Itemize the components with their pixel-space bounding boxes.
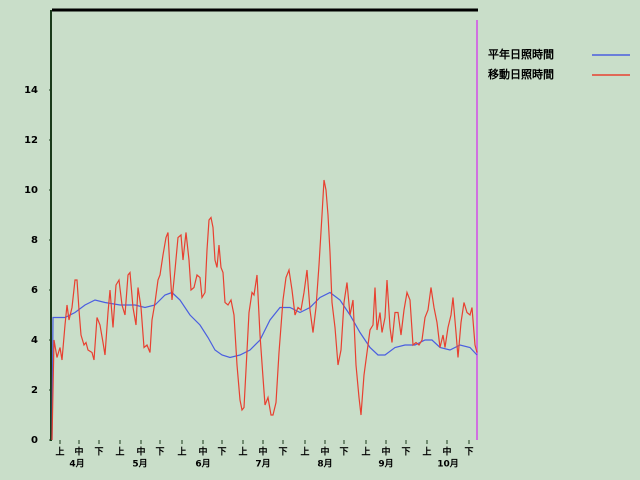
month-label: 7月 bbox=[255, 459, 270, 470]
x-tick-label: 下 bbox=[94, 447, 103, 458]
x-tick-label: 下 bbox=[464, 447, 473, 458]
month-label: 6月 bbox=[195, 459, 210, 470]
x-tick-label: 上 bbox=[422, 446, 431, 458]
x-tick-label: 中 bbox=[381, 446, 390, 458]
series-line bbox=[51, 179, 478, 441]
legend-label: 移動日照時間 bbox=[488, 67, 554, 81]
y-tick-label: 12 bbox=[24, 135, 38, 146]
x-tick-label: 中 bbox=[320, 446, 329, 458]
x-tick-label: 下 bbox=[401, 447, 410, 458]
x-tick-label: 上 bbox=[300, 446, 309, 458]
y-tick-label: 14 bbox=[24, 85, 38, 96]
x-tick-label: 中 bbox=[198, 446, 207, 458]
month-label: 8月 bbox=[317, 459, 332, 470]
month-label: 10月 bbox=[437, 459, 459, 470]
y-tick-label: 2 bbox=[31, 385, 38, 396]
x-tick-label: 下 bbox=[278, 447, 287, 458]
x-tick-label: 下 bbox=[217, 447, 226, 458]
x-tick-label: 上 bbox=[115, 446, 124, 458]
y-tick-label: 4 bbox=[31, 335, 38, 346]
y-tick-label: 6 bbox=[31, 285, 38, 296]
x-tick-label: 上 bbox=[177, 446, 186, 458]
x-tick-label: 上 bbox=[55, 446, 64, 458]
y-tick-label: 8 bbox=[31, 235, 38, 246]
month-label: 4月 bbox=[69, 459, 84, 470]
legend-label: 平年日照時間 bbox=[488, 47, 554, 61]
x-tick-label: 中 bbox=[74, 446, 83, 458]
y-tick-label: 10 bbox=[24, 185, 38, 196]
y-tick-label: 0 bbox=[31, 435, 38, 446]
month-label: 5月 bbox=[132, 459, 147, 470]
x-tick-label: 中 bbox=[258, 446, 267, 458]
x-tick-label: 上 bbox=[361, 446, 370, 458]
x-tick-label: 中 bbox=[442, 446, 451, 458]
x-tick-label: 下 bbox=[155, 447, 164, 458]
x-tick-label: 上 bbox=[238, 446, 247, 458]
series-line bbox=[51, 291, 478, 441]
month-label: 9月 bbox=[378, 459, 393, 470]
x-tick-label: 中 bbox=[136, 446, 145, 458]
x-tick-label: 下 bbox=[339, 447, 348, 458]
